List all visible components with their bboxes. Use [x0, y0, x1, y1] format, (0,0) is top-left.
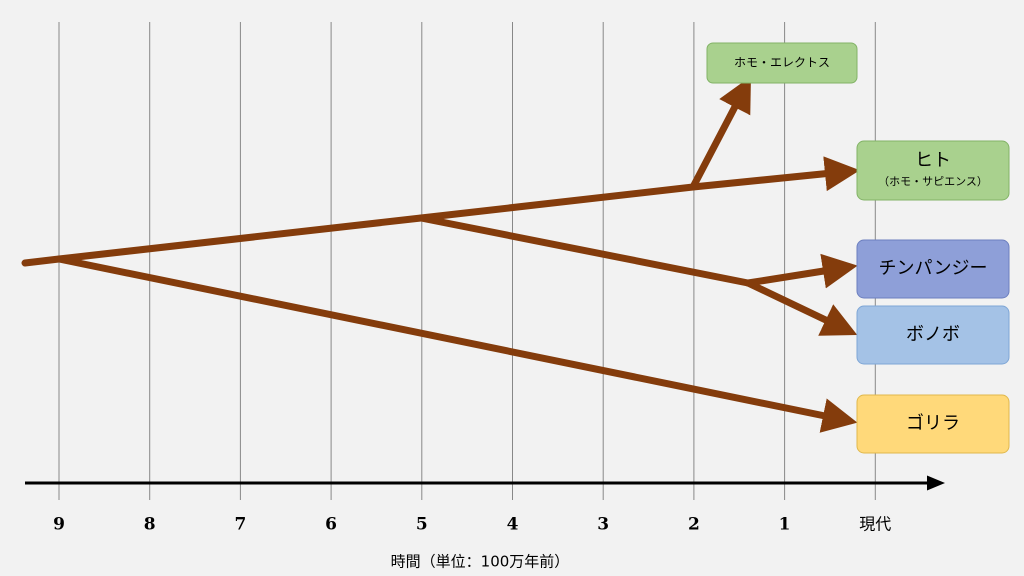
node-label: ヒト: [915, 150, 951, 171]
tick-label: 1: [779, 515, 791, 535]
branches: [21, 76, 860, 433]
branch: [689, 76, 751, 191]
grid: [58, 22, 876, 500]
tick-label: 6: [325, 515, 337, 535]
branch: [744, 253, 858, 289]
node: ボノボ: [856, 305, 1010, 365]
node-label: チンパンジー: [879, 258, 988, 279]
branch: [417, 214, 752, 287]
tick-label: 9: [53, 515, 65, 535]
node-box: [856, 239, 1010, 299]
tick-label: 8: [144, 515, 156, 535]
branch: [55, 255, 858, 433]
node-label: ボノボ: [906, 324, 960, 345]
node: ゴリラ: [856, 394, 1010, 454]
branch: [744, 279, 858, 336]
node-box: [856, 394, 1010, 454]
tick-label: 7: [234, 515, 246, 535]
node: ホモ・エレクトス: [706, 42, 858, 84]
node-box: [856, 305, 1010, 365]
node: ヒト （ホモ・サピエンス）: [856, 140, 1010, 201]
node-box: [856, 140, 1010, 201]
node: チンパンジー: [856, 239, 1010, 299]
node-sublabel: （ホモ・サピエンス）: [878, 175, 988, 188]
tick-label: 現代: [859, 515, 891, 534]
tick-label: 5: [416, 515, 428, 535]
tick-labels: 9 8 7 6 5 4 3 2 1 現代: [53, 515, 891, 535]
axis-title: 時間（単位：100万年前）: [391, 553, 570, 571]
tick-label: 2: [688, 515, 700, 535]
node-label: ゴリラ: [906, 413, 960, 434]
node-box: [706, 42, 858, 84]
tick-label: 3: [597, 515, 609, 535]
tick-label: 4: [507, 515, 519, 535]
node-label: ホモ・エレクトス: [734, 56, 830, 70]
